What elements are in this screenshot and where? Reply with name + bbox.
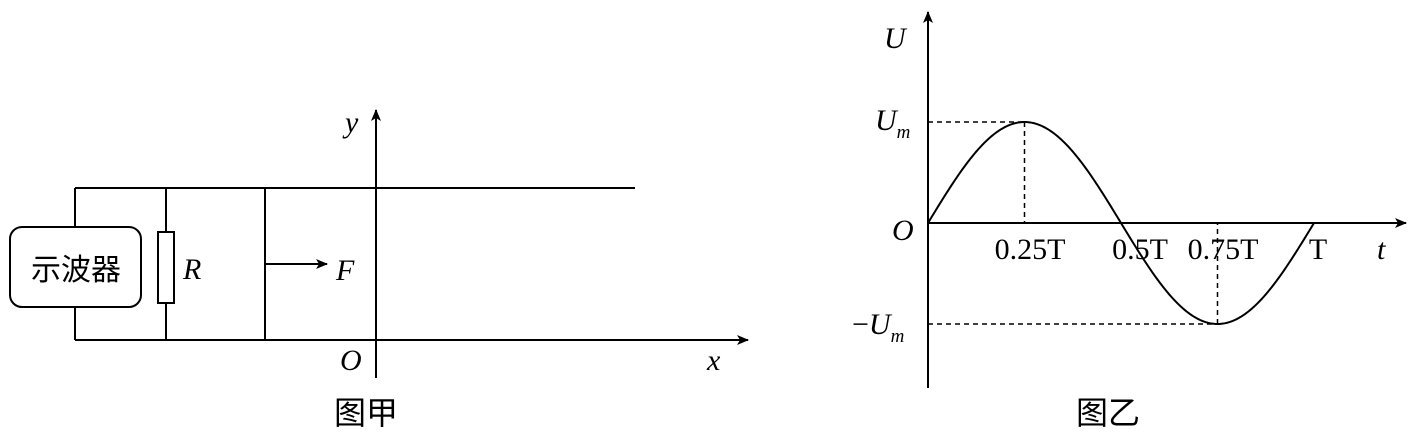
t-axis-label: t [1377,233,1386,266]
y-axis-label: y [342,106,359,139]
oscilloscope-label: 示波器 [31,253,121,288]
tick-label-0-25t: 0.25T [995,233,1066,266]
figure-a: 示波器 R F y x O 图甲 [9,106,749,432]
x-axis-label: x [706,344,721,377]
tick-label-0-5t: 0.5T [1112,233,1168,266]
resistor-label: R [182,253,201,286]
tick-label-t: T [1309,233,1327,266]
tick-label-0-75t: 0.75T [1188,233,1259,266]
caption-figure-b: 图乙 [1076,394,1140,432]
force-label: F [335,254,355,287]
origin-label-b: O [892,214,914,247]
oscilloscope-box [9,226,142,308]
origin-label: O [340,344,362,377]
max-voltage-label: Um [875,104,910,143]
figure-b: U t O Um −Um 0.25T 0.5T 0.75T T 图乙 [852,11,1407,432]
u-axis-label: U [884,22,908,55]
min-voltage-label: −Um [852,308,904,347]
sine-wave-curve [927,120,1315,326]
caption-figure-a: 图甲 [334,394,398,432]
resistor [157,231,175,304]
